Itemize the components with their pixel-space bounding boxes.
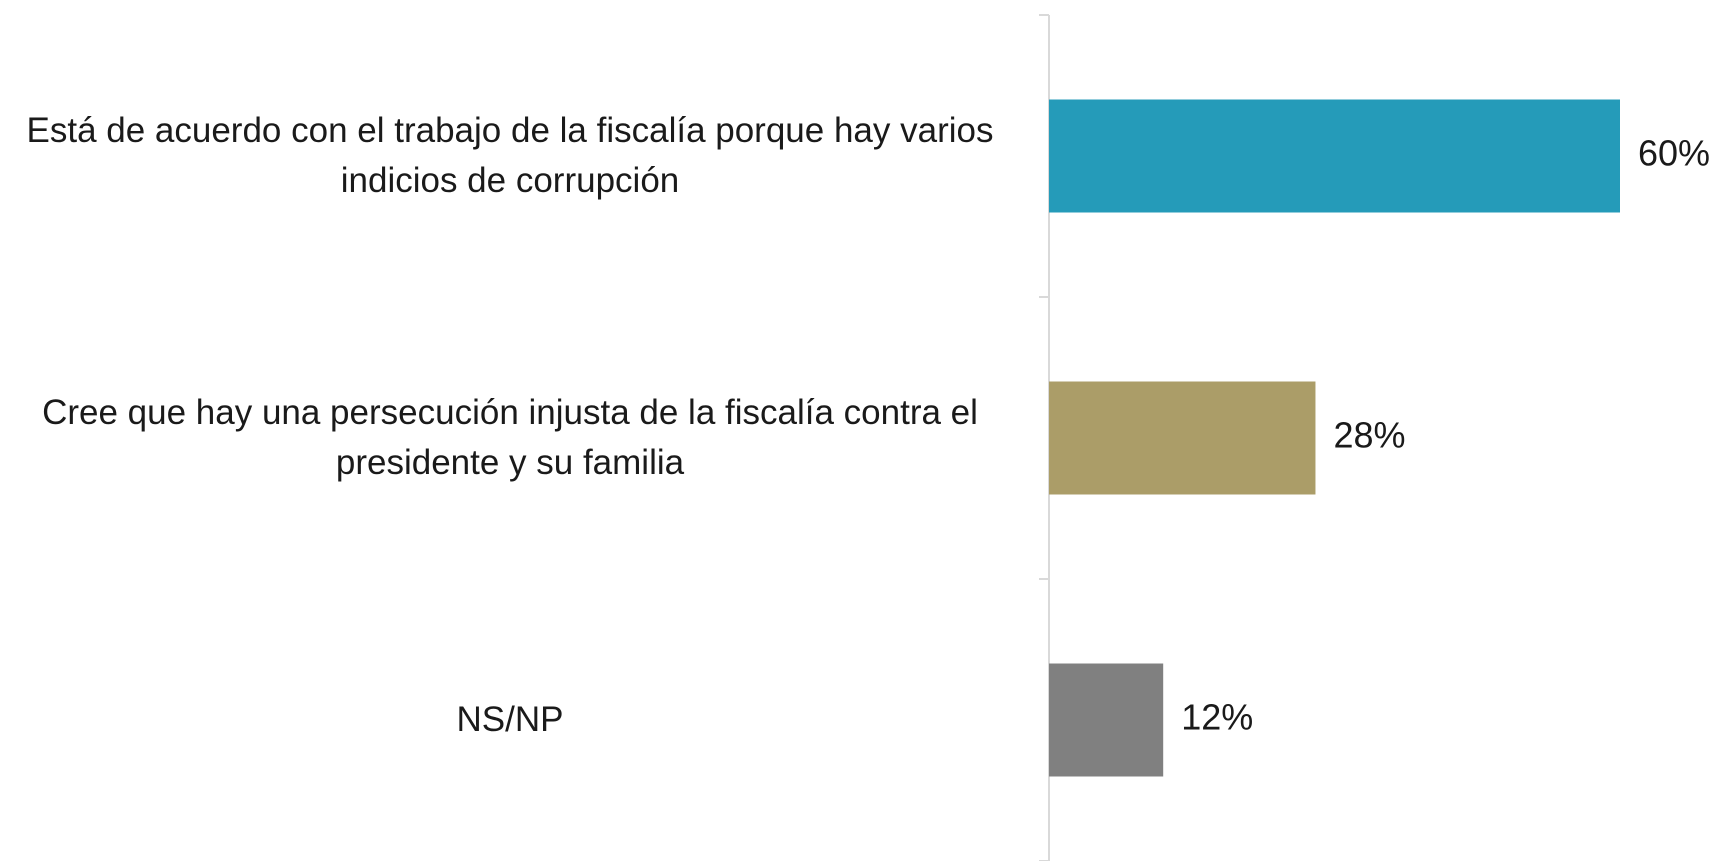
value-label: 28% xyxy=(1333,415,1405,456)
bar xyxy=(1049,381,1316,495)
category-label: Cree que hay una persecución injusta de … xyxy=(42,393,978,482)
bar xyxy=(1049,99,1620,213)
category-label: Está de acuerdo con el trabajo de la fis… xyxy=(26,111,994,200)
value-label: 60% xyxy=(1638,133,1710,174)
value-label: 12% xyxy=(1181,697,1253,738)
category-label: NS/NP xyxy=(456,700,564,739)
bar xyxy=(1049,663,1164,777)
